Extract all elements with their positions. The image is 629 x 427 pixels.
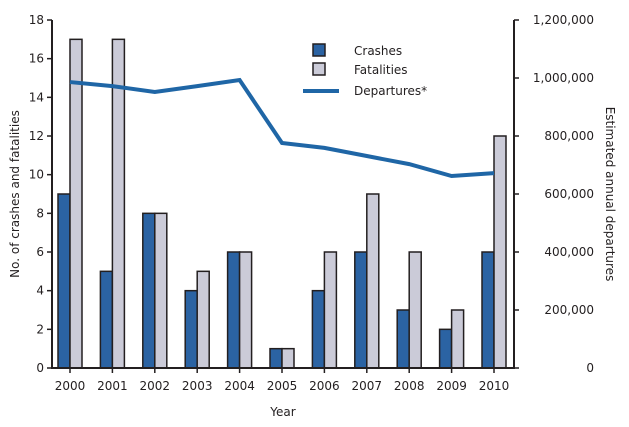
- legend-swatch-fatalities: [312, 62, 326, 76]
- y-right-tick-label: 400,000: [544, 245, 594, 259]
- crashes-bar-2010: [481, 251, 495, 369]
- y-right-tick-label: 200,000: [544, 303, 594, 317]
- y-tick-label: 8: [36, 206, 44, 220]
- crashes-bar-2005: [269, 347, 283, 369]
- departures-line: [69, 77, 495, 179]
- crashes-bar-2007: [354, 251, 368, 369]
- x-tick-label-2002: 2002: [140, 379, 171, 393]
- y-right-tick-label: 600,000: [544, 187, 594, 201]
- legend: Crashes Fatalities Departures*: [303, 43, 427, 98]
- y-right-tick-label: 1,000,000: [533, 71, 594, 85]
- y-right-tick-label: 0: [586, 361, 594, 375]
- y-tick-label: 14: [29, 90, 44, 104]
- crashes-bar-2009: [438, 328, 453, 369]
- legend-label-departures: Departures*: [354, 84, 427, 98]
- legend-label-fatalities: Fatalities: [354, 63, 408, 77]
- fatalities-bar-2002: [154, 212, 168, 369]
- y-tick-label: 4: [36, 284, 44, 298]
- y-right-tick-label: 800,000: [544, 129, 594, 143]
- x-tick-label-2004: 2004: [224, 379, 255, 393]
- y-tick-label: 16: [29, 52, 44, 66]
- fatalities-bar-2008: [408, 251, 422, 369]
- fatalities-bar-2004: [238, 251, 253, 369]
- fatalities-bar-2000: [69, 38, 83, 369]
- y-tick-label: 6: [36, 245, 44, 259]
- x-tick-label-2005: 2005: [267, 379, 298, 393]
- x-axis-label: Year: [269, 405, 295, 419]
- y-tick-label: 10: [29, 168, 44, 182]
- y-right-tick-label: 1,200,000: [533, 13, 594, 27]
- y-tick-label: 2: [36, 322, 44, 336]
- x-tick-label-2000: 2000: [55, 379, 86, 393]
- y-tick-label: 0: [36, 361, 44, 375]
- x-tick-label-2006: 2006: [309, 379, 340, 393]
- crashes-bar-2004: [226, 251, 241, 369]
- fatalities-bar-2005: [281, 347, 295, 369]
- crashes-bar-2003: [184, 289, 198, 369]
- crashes-bar-2001: [99, 270, 114, 369]
- fatalities-bar-2003: [196, 270, 210, 369]
- x-tick-label-2003: 2003: [182, 379, 213, 393]
- y-tick-label: 12: [29, 129, 44, 143]
- fatalities-bar-2010: [493, 135, 507, 369]
- x-tick-label-2008: 2008: [394, 379, 425, 393]
- fatalities-bar-2009: [450, 309, 465, 369]
- fatalities-bar-2006: [323, 251, 338, 369]
- x-tick-label-2009: 2009: [436, 379, 467, 393]
- y-tick-label: 18: [29, 13, 44, 27]
- crashes-bar-2006: [311, 289, 326, 369]
- fatalities-bar-2007: [366, 193, 380, 369]
- x-tick-label-2001: 2001: [97, 379, 128, 393]
- crashes-bar-2000: [57, 193, 71, 369]
- x-tick-label-2007: 2007: [352, 379, 383, 393]
- legend-swatch-departures: [303, 89, 339, 93]
- y-axis-label: No. of crashes and fatalities: [8, 110, 22, 278]
- y-axis-right-label: Estimated annual departures: [603, 107, 617, 282]
- legend-label-crashes: Crashes: [354, 44, 402, 58]
- crashes-bar-2002: [142, 212, 156, 369]
- legend-swatch-crashes: [312, 43, 326, 57]
- x-tick-label-2010: 2010: [479, 379, 510, 393]
- crashes-bar-2008: [396, 309, 410, 369]
